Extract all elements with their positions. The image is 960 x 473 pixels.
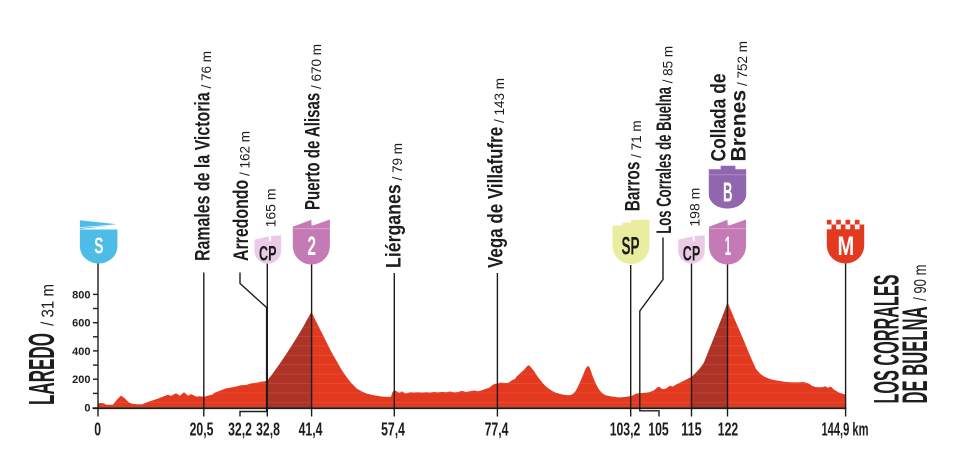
svg-text:S: S — [94, 233, 103, 259]
svg-text:105: 105 — [648, 419, 668, 440]
svg-text:2: 2 — [307, 231, 315, 261]
svg-text:M: M — [837, 231, 854, 261]
svg-text:103,2: 103,2 — [610, 419, 641, 440]
svg-text:Puerto de Alisas: Puerto de Alisas — [300, 93, 324, 210]
svg-text:DE BUELNA: DE BUELNA — [895, 307, 935, 404]
svg-text:Los Corrales de Buelna: Los Corrales de Buelna — [652, 86, 676, 233]
svg-text:400: 400 — [72, 346, 90, 358]
svg-text:B: B — [723, 177, 733, 208]
svg-text:Collada de: Collada de — [707, 73, 731, 161]
svg-text:198 m: 198 m — [686, 188, 702, 227]
svg-text:144,9 km: 144,9 km — [822, 419, 869, 440]
svg-text:20,5: 20,5 — [190, 419, 214, 440]
svg-text:Arredondo: Arredondo — [229, 180, 253, 261]
svg-text:122: 122 — [718, 419, 738, 440]
svg-text:Liérganes: Liérganes — [381, 184, 405, 268]
svg-text:LOS CORRALES: LOS CORRALES — [867, 275, 907, 404]
svg-text:/ 76 m: / 76 m — [199, 51, 214, 92]
svg-text:600: 600 — [72, 318, 90, 330]
svg-text:/ 85 m: / 85 m — [661, 46, 676, 87]
svg-text:/ 71 m: / 71 m — [629, 120, 644, 161]
svg-text:Ramales de la Victoria: Ramales de la Victoria — [191, 92, 215, 261]
svg-text:CP: CP — [259, 243, 277, 266]
svg-text:Barros: Barros — [621, 162, 645, 212]
svg-text:200: 200 — [72, 374, 90, 386]
svg-text:Vega de Villafufre: Vega de Villafufre — [484, 127, 508, 268]
svg-text:0: 0 — [94, 419, 101, 440]
svg-text:115: 115 — [681, 419, 701, 440]
svg-text:/ 31 m: / 31 m — [37, 284, 57, 330]
svg-text:/ 143 m: / 143 m — [492, 78, 507, 127]
svg-text:Brenes: Brenes — [727, 90, 751, 162]
svg-text:57,4: 57,4 — [381, 419, 405, 440]
svg-text:/ 90 m: / 90 m — [910, 265, 930, 305]
svg-text:1: 1 — [725, 231, 731, 261]
svg-text:41,4: 41,4 — [299, 419, 323, 440]
svg-text:/ 752 m: / 752 m — [735, 41, 750, 90]
svg-text:32,2: 32,2 — [228, 419, 252, 440]
svg-text:CP: CP — [683, 243, 701, 266]
svg-text:800: 800 — [72, 289, 90, 301]
svg-text:0: 0 — [84, 403, 90, 415]
svg-text:/ 79 m: / 79 m — [390, 143, 405, 184]
svg-text:32,8: 32,8 — [256, 419, 280, 440]
svg-text:77,4: 77,4 — [485, 419, 509, 440]
svg-text:LAREDO: LAREDO — [21, 333, 62, 405]
svg-text:/ 162 m: / 162 m — [238, 131, 253, 180]
svg-text:165 m: 165 m — [262, 188, 278, 227]
svg-text:SP: SP — [622, 233, 640, 261]
svg-text:/ 670 m: / 670 m — [309, 44, 324, 93]
